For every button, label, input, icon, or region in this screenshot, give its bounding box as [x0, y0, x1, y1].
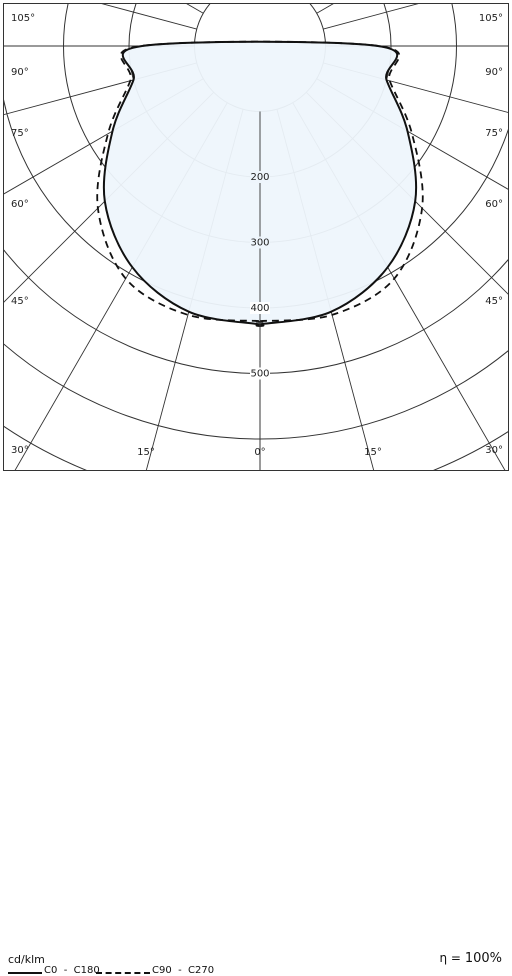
legend-solid-label: C0 - C180 [44, 965, 100, 976]
ring-label-200: 200 [250, 172, 269, 183]
spoke-line [4, 62, 197, 116]
unit-label: cd/klm [8, 953, 45, 966]
efficiency-value: 100% [464, 951, 502, 966]
spoke-line [316, 78, 508, 190]
angle-label-right-75°: 75° [485, 128, 503, 139]
ring-label-500: 500 [250, 369, 269, 380]
efficiency-readout: η = 100% [440, 951, 502, 966]
angle-label-left-105°: 105° [11, 13, 35, 24]
ring-label-bg [250, 367, 270, 380]
angle-label-right-60°: 60° [485, 199, 503, 210]
angle-label-right-45°: 45° [485, 296, 503, 307]
series-c90-c270-curve [96, 40, 424, 323]
spoke-line [4, 78, 204, 195]
angle-label-left-90°: 90° [11, 67, 29, 78]
spoke-line [316, 4, 334, 14]
ring-label-bg [250, 171, 270, 183]
polar-plot: 200 300 400 500 105° 90° 75° 60° 45° 30° 105° 90° 75… [4, 4, 508, 470]
angle-label-bottom-0: 15° [137, 447, 155, 458]
polar-chart: 200 300 400 500 105° 90° 75° 60° 45° 30° 105° 90° 75… [3, 3, 509, 471]
legend-solid-line-icon [8, 972, 42, 974]
angle-label-left-45°: 45° [11, 296, 29, 307]
angle-label-right-105°: 105° [479, 13, 503, 24]
ring-label-400: 400 [250, 303, 269, 314]
angle-label-right-30°: 30° [485, 445, 503, 456]
angle-label-left-30°: 30° [11, 445, 29, 456]
ring-label-bg [250, 236, 270, 249]
angle-label-left-60°: 60° [11, 199, 29, 210]
angle-label-right-90°: 90° [485, 67, 503, 78]
efficiency-label: η = [439, 951, 461, 965]
spoke-line [186, 4, 204, 14]
spoke-line [323, 62, 508, 113]
legend-dashed-label: C90 - C270 [152, 965, 215, 976]
ring-label-bg [250, 302, 270, 314]
angle-label-bottom-2: 15° [364, 447, 382, 458]
ring-label-300: 300 [250, 238, 269, 249]
angle-label-bottom-1: 0° [254, 447, 265, 458]
legend-dashed-line-icon [96, 972, 150, 974]
angle-label-left-75°: 75° [11, 128, 29, 139]
chart-footer: cd/klm C0 - C180 C90 - C270 η = 100% [0, 471, 512, 976]
